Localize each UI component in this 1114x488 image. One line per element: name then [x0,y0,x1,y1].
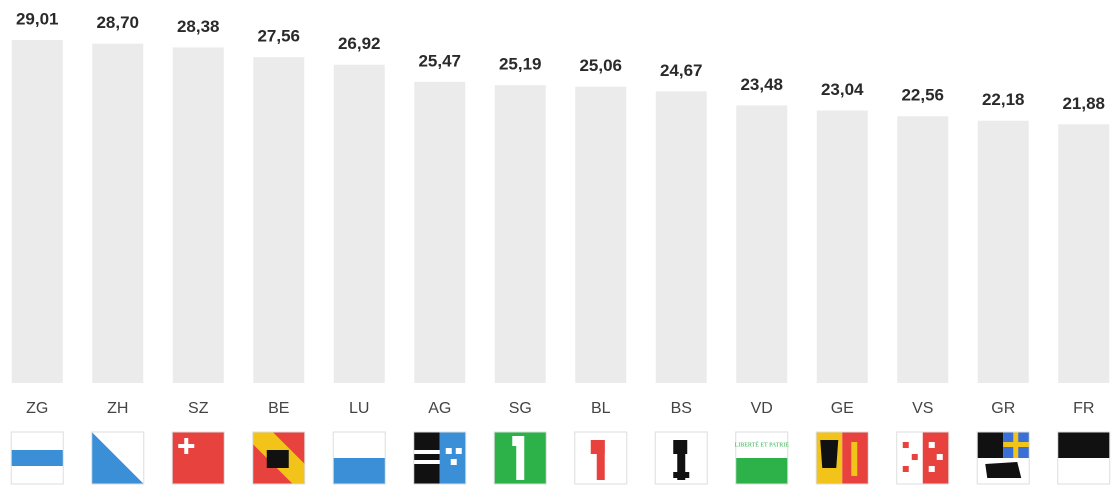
bar [173,47,224,383]
bar [817,111,868,383]
category-label: LU [349,400,369,417]
flag-shape [903,442,909,448]
flag-shape [591,440,605,454]
category-label: GE [831,400,854,417]
flag-shape [1058,458,1110,484]
flag-shape [851,442,857,476]
flag [575,432,627,484]
bar [897,116,948,383]
flag-shape [414,460,440,464]
category-label: SZ [188,400,209,417]
category-label: SG [509,400,532,417]
flag-shape [977,432,1003,458]
flag [1058,432,1110,484]
category-label: BL [591,400,611,417]
value-label: 25,06 [579,56,622,75]
value-label: 28,70 [96,13,139,32]
flag-shape [451,459,457,465]
flag [414,432,466,484]
flag-shape [897,432,923,484]
value-label: 25,19 [499,55,542,74]
bar [334,65,385,383]
flag-shape [929,466,935,472]
category-label: ZG [26,400,48,417]
bar [495,85,546,383]
flag-shape [333,458,385,484]
flag [172,432,224,484]
flag-shape [414,432,440,484]
flag [92,432,144,484]
flag [11,432,63,484]
flag-shape [11,450,63,466]
flag-shape [736,458,788,484]
bar [253,57,304,383]
flag [816,432,868,484]
flag [253,432,305,484]
category-label: VD [751,400,773,417]
flag-shape [929,442,935,448]
category-label: VS [912,400,933,417]
flag-shape [414,450,440,454]
value-label: 22,56 [901,86,944,105]
flag [897,432,949,484]
flag: LIBERTÉ ET PATRIE [735,432,790,484]
bar [12,40,63,383]
flag-shape [673,440,687,454]
value-label: 28,38 [177,17,220,36]
category-label: BS [671,400,692,417]
value-label: 27,56 [257,27,300,46]
flag-shape [446,448,452,454]
flag-shape [172,432,224,484]
flag [655,432,707,484]
flag-shape [673,472,689,478]
flag-shape [267,450,289,468]
flag-shape [923,432,949,484]
flag-shape [912,454,918,460]
category-label: ZH [107,400,128,417]
bar [656,91,707,383]
value-label: 23,04 [821,80,864,99]
bar [978,121,1029,383]
value-label: 26,92 [338,34,381,53]
flag-shape [1003,442,1029,447]
value-label: 29,01 [16,9,59,28]
flag [977,432,1029,484]
flag-shape [820,440,838,468]
flag [494,432,546,484]
category-label: AG [428,400,451,417]
value-label: 23,48 [740,75,783,94]
flag-text: LIBERTÉ ET PATRIE [735,440,790,448]
flag-shape [456,448,462,454]
value-label: 25,47 [418,51,461,70]
flag [333,432,385,484]
flag-shape [178,444,194,448]
category-label: GR [991,400,1015,417]
flag-shape [512,436,520,446]
value-label: 21,88 [1062,94,1105,113]
bar [575,87,626,383]
value-label: 24,67 [660,61,703,80]
flag-shape [440,432,466,484]
chart: 29,01 ZG 28,70 ZH 28,38 SZ 27,56 BE 26,92 LU 25,47… [0,0,1114,488]
value-label: 22,18 [982,90,1025,109]
flag-shape [985,462,1021,478]
flag-shape [937,454,943,460]
category-label: BE [268,400,289,417]
category-label: FR [1073,400,1094,417]
bar [414,82,465,383]
flag-shape [903,466,909,472]
bar [736,105,787,383]
bar [1058,124,1109,383]
bar [92,44,143,383]
